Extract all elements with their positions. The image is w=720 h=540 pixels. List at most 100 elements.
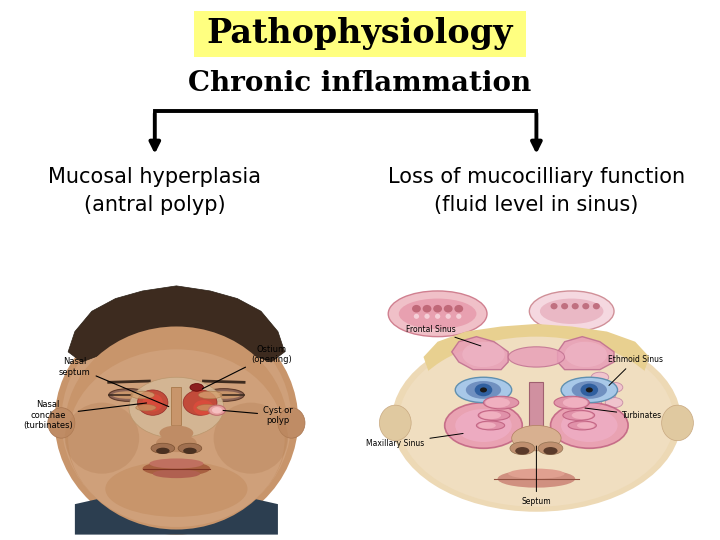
Ellipse shape: [561, 377, 618, 403]
Ellipse shape: [178, 443, 202, 454]
Ellipse shape: [563, 397, 588, 408]
Ellipse shape: [561, 303, 568, 309]
Ellipse shape: [591, 372, 608, 382]
Ellipse shape: [156, 434, 197, 452]
Ellipse shape: [498, 470, 575, 488]
Ellipse shape: [572, 381, 607, 399]
Ellipse shape: [55, 306, 298, 535]
Ellipse shape: [424, 314, 430, 319]
Ellipse shape: [529, 291, 614, 332]
Text: Ethmoid Sinus: Ethmoid Sinus: [608, 355, 662, 386]
Ellipse shape: [580, 383, 598, 396]
Ellipse shape: [136, 404, 156, 411]
Ellipse shape: [149, 458, 204, 469]
Ellipse shape: [480, 411, 501, 419]
Ellipse shape: [109, 389, 149, 401]
Ellipse shape: [61, 311, 292, 530]
Ellipse shape: [445, 403, 522, 448]
Ellipse shape: [402, 336, 670, 504]
Ellipse shape: [474, 383, 492, 396]
Text: Nasal
septum: Nasal septum: [59, 357, 168, 407]
Ellipse shape: [540, 299, 603, 324]
Polygon shape: [132, 484, 220, 522]
Polygon shape: [68, 286, 284, 362]
Ellipse shape: [212, 407, 222, 414]
Text: Pathophysiology: Pathophysiology: [207, 17, 513, 50]
Ellipse shape: [131, 391, 154, 399]
Ellipse shape: [207, 391, 240, 399]
Text: Frontal Sinus: Frontal Sinus: [405, 325, 481, 346]
Ellipse shape: [478, 422, 496, 429]
Text: Mucosal hyperplasia
(antral polyp): Mucosal hyperplasia (antral polyp): [48, 167, 261, 215]
Ellipse shape: [455, 377, 512, 403]
Ellipse shape: [508, 469, 564, 479]
Ellipse shape: [554, 396, 589, 409]
FancyBboxPatch shape: [194, 11, 526, 57]
Ellipse shape: [551, 303, 557, 309]
Ellipse shape: [392, 329, 681, 512]
Ellipse shape: [412, 305, 421, 313]
Polygon shape: [423, 324, 649, 377]
Ellipse shape: [160, 426, 193, 441]
Ellipse shape: [480, 387, 487, 393]
Ellipse shape: [593, 303, 600, 309]
Ellipse shape: [278, 408, 305, 438]
Ellipse shape: [199, 391, 222, 399]
Ellipse shape: [516, 447, 529, 455]
Ellipse shape: [138, 390, 168, 415]
Ellipse shape: [388, 291, 487, 336]
Ellipse shape: [433, 305, 442, 313]
Ellipse shape: [582, 303, 589, 309]
Text: Chronic inflammation: Chronic inflammation: [189, 70, 531, 97]
Polygon shape: [451, 336, 508, 369]
Ellipse shape: [508, 347, 564, 367]
Ellipse shape: [112, 391, 146, 399]
Ellipse shape: [466, 381, 501, 399]
Ellipse shape: [512, 426, 561, 451]
Ellipse shape: [214, 403, 288, 474]
Text: Nasal
conchae
(turbinates): Nasal conchae (turbinates): [23, 400, 147, 430]
Ellipse shape: [478, 410, 510, 420]
Ellipse shape: [444, 305, 453, 313]
Ellipse shape: [143, 394, 163, 411]
Ellipse shape: [183, 448, 197, 454]
Ellipse shape: [551, 403, 628, 448]
Text: Ostium
(opening): Ostium (opening): [202, 345, 292, 389]
Ellipse shape: [183, 390, 217, 415]
Ellipse shape: [399, 334, 674, 507]
Ellipse shape: [572, 303, 579, 309]
Ellipse shape: [484, 396, 518, 409]
Polygon shape: [557, 336, 614, 369]
Ellipse shape: [454, 305, 463, 313]
Ellipse shape: [456, 314, 462, 319]
Text: Cyst or
polyp: Cyst or polyp: [223, 406, 293, 425]
Ellipse shape: [568, 421, 596, 430]
Text: Loss of mucocilliary function
(fluid level in sinus): Loss of mucocilliary function (fluid lev…: [388, 167, 685, 215]
Ellipse shape: [414, 314, 419, 319]
Ellipse shape: [197, 404, 217, 411]
Ellipse shape: [564, 342, 607, 367]
Ellipse shape: [584, 397, 602, 408]
Ellipse shape: [662, 405, 693, 441]
Ellipse shape: [379, 405, 411, 441]
Ellipse shape: [510, 442, 535, 455]
Text: Turbinates: Turbinates: [585, 408, 662, 420]
Ellipse shape: [65, 327, 288, 530]
Ellipse shape: [477, 421, 505, 430]
Ellipse shape: [209, 405, 225, 415]
Text: Maxillary Sinus: Maxillary Sinus: [366, 434, 463, 448]
Ellipse shape: [129, 377, 224, 438]
Ellipse shape: [586, 387, 593, 393]
Bar: [171, 387, 181, 426]
Ellipse shape: [435, 314, 440, 319]
Ellipse shape: [538, 442, 563, 455]
Ellipse shape: [105, 461, 248, 517]
Text: Septum: Septum: [521, 446, 552, 506]
Ellipse shape: [455, 409, 512, 442]
Ellipse shape: [423, 305, 431, 313]
Ellipse shape: [485, 397, 510, 408]
Ellipse shape: [204, 389, 244, 401]
Ellipse shape: [446, 314, 451, 319]
Ellipse shape: [151, 443, 175, 454]
Ellipse shape: [143, 461, 210, 476]
